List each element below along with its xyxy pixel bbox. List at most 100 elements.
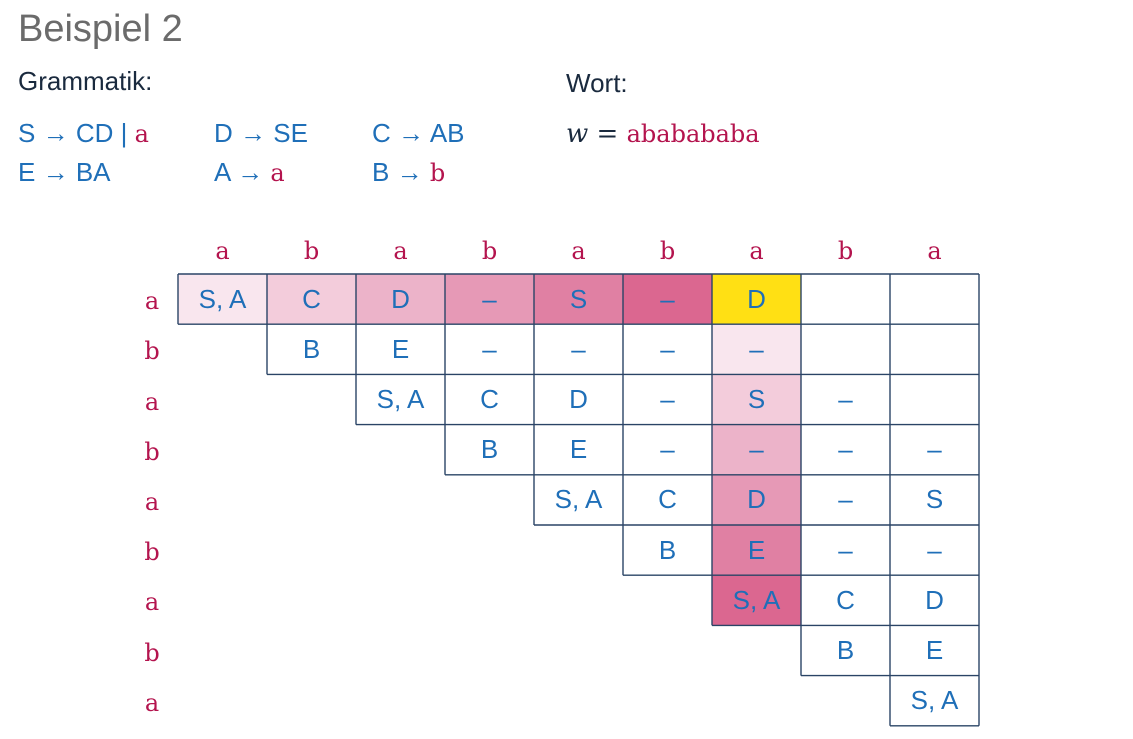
table-cell-value: – bbox=[838, 534, 853, 565]
table-cell: D bbox=[712, 474, 801, 525]
table-cell: C bbox=[445, 374, 534, 424]
word-heading: Wort: bbox=[566, 68, 628, 98]
arrow-icon: → bbox=[240, 118, 267, 148]
table-cell-value: – bbox=[660, 283, 675, 314]
table-cell: – bbox=[890, 425, 979, 475]
column-label: a bbox=[749, 237, 764, 265]
rule-rhs: CD | bbox=[75, 118, 135, 148]
word-equals: = bbox=[596, 119, 619, 149]
rule-lhs: A bbox=[214, 157, 230, 187]
rule-rhs: AB bbox=[429, 118, 465, 148]
table-cell-value: B bbox=[480, 434, 499, 465]
row-label: a bbox=[144, 588, 160, 617]
table-cell-value: – bbox=[660, 333, 675, 364]
page-title: Beispiel 2 bbox=[18, 8, 183, 50]
table-cell: B bbox=[623, 525, 712, 575]
rule-rhs: BA bbox=[75, 157, 111, 187]
table-cell: – bbox=[623, 374, 712, 424]
table-cell-value: – bbox=[482, 333, 497, 364]
row-label: a bbox=[144, 287, 160, 316]
table-cell bbox=[890, 274, 979, 324]
word-definition: w = ababababa bbox=[566, 119, 760, 149]
table-cell: S bbox=[534, 274, 623, 325]
grammar-rule-c: C → AB bbox=[372, 118, 465, 148]
row-label: a bbox=[144, 487, 160, 516]
row-label: a bbox=[144, 688, 160, 717]
table-cell: – bbox=[801, 425, 890, 475]
table-cell: E bbox=[890, 625, 979, 675]
row-label: a bbox=[144, 387, 160, 416]
table-cell: – bbox=[623, 274, 712, 325]
table-cell-value: – bbox=[927, 534, 942, 565]
table-cell-value: E bbox=[569, 434, 588, 465]
table-cell-value: – bbox=[749, 434, 764, 465]
column-label: a bbox=[393, 237, 408, 265]
table-cell-value: – bbox=[482, 283, 497, 314]
table-cell: D bbox=[712, 274, 801, 325]
table-cell-value: – bbox=[838, 383, 853, 414]
table-cell-value: S bbox=[569, 283, 588, 314]
table-cell-value: D bbox=[925, 584, 944, 615]
grammar-rule-e: E → BA bbox=[18, 157, 111, 187]
table-cell: S bbox=[712, 374, 801, 425]
table-cell-value: S, A bbox=[376, 383, 425, 414]
column-label: a bbox=[927, 237, 942, 265]
table-cell: B bbox=[801, 625, 890, 675]
rule-lhs: B bbox=[372, 157, 390, 187]
column-label: a bbox=[571, 237, 586, 265]
arrow-icon: → bbox=[237, 157, 264, 187]
table-cell-value: B bbox=[836, 634, 855, 665]
table-cell-value: E bbox=[391, 333, 410, 364]
row-label: b bbox=[144, 538, 160, 567]
table-cell: – bbox=[623, 324, 712, 374]
table-cell: – bbox=[801, 525, 890, 575]
table-cell: E bbox=[356, 324, 445, 374]
table-cell-value: B bbox=[658, 534, 677, 565]
table-cell-value: C bbox=[302, 283, 321, 314]
table-cell: – bbox=[890, 525, 979, 575]
table-cell: S, A bbox=[534, 475, 623, 525]
table-cell: – bbox=[801, 374, 890, 424]
table-cell bbox=[890, 324, 979, 374]
table-cell-value: – bbox=[749, 333, 764, 364]
table-cell-value: – bbox=[927, 434, 942, 465]
table-cell: D bbox=[356, 274, 445, 325]
grammar-rule-b: B → b bbox=[372, 157, 445, 188]
table-cell-value: – bbox=[660, 383, 675, 414]
table-cell: C bbox=[623, 475, 712, 525]
table-cell-value: C bbox=[658, 484, 677, 515]
table-cell: – bbox=[445, 324, 534, 374]
grammar-heading: Grammatik: bbox=[18, 66, 153, 96]
word-value: ababababa bbox=[626, 120, 760, 148]
rule-lhs: D bbox=[214, 118, 233, 148]
table-cell-value: C bbox=[836, 584, 855, 615]
table-cell: D bbox=[890, 575, 979, 625]
table-cell: – bbox=[445, 274, 534, 325]
table-cell-value: – bbox=[838, 434, 853, 465]
table-cell bbox=[890, 374, 979, 424]
grammar-rule-a: A → a bbox=[214, 157, 285, 188]
column-label: b bbox=[837, 237, 854, 265]
table-cell: C bbox=[267, 274, 356, 325]
row-label: b bbox=[144, 638, 160, 667]
table-cell-value: – bbox=[571, 333, 586, 364]
table-cell-value: E bbox=[925, 634, 944, 665]
word-variable: w bbox=[566, 119, 589, 149]
arrow-icon: → bbox=[396, 157, 423, 187]
rule-terminal: a bbox=[270, 159, 285, 187]
table-cell-value: S, A bbox=[198, 283, 247, 314]
table-cell-value: S, A bbox=[554, 484, 603, 515]
table-cell-value: B bbox=[302, 333, 321, 364]
table-cell bbox=[801, 274, 890, 324]
table-cell: S, A bbox=[356, 374, 445, 424]
table-cell-value: C bbox=[480, 383, 499, 414]
table-cell-value: S, A bbox=[910, 685, 959, 716]
grammar-rule-d: D → SE bbox=[214, 118, 308, 148]
table-cell: B bbox=[445, 425, 534, 475]
column-label: a bbox=[215, 237, 230, 265]
rule-terminal: b bbox=[429, 159, 446, 187]
rule-lhs: C bbox=[372, 118, 391, 148]
table-cell-value: D bbox=[747, 283, 766, 314]
table-cell-value: – bbox=[660, 434, 675, 465]
table-cell: S, A bbox=[890, 676, 979, 726]
